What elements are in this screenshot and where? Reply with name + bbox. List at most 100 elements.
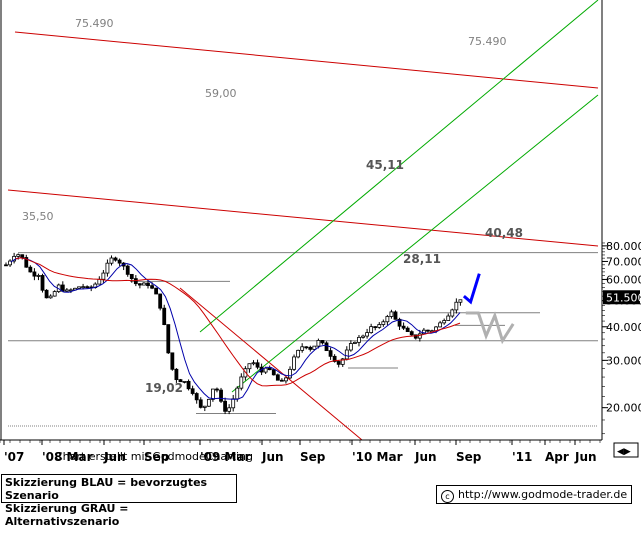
candle-body bbox=[247, 363, 252, 370]
legend-blue-scenario: Skizzierung BLAU = bevorzugtes Szenario bbox=[5, 476, 208, 502]
candle-body bbox=[8, 260, 12, 266]
candle-body bbox=[146, 282, 150, 287]
chart-credit: Chart erstellt mit GodmodeCharting bbox=[55, 450, 253, 463]
scenario-legend: Skizzierung BLAU = bevorzugtes Szenario … bbox=[1, 474, 237, 528]
candle-body bbox=[211, 388, 215, 400]
candle-body bbox=[344, 349, 349, 360]
candle-body bbox=[170, 352, 175, 370]
candle-body bbox=[279, 379, 284, 382]
x-tick-label: '08 Mar bbox=[42, 450, 93, 464]
candle-body bbox=[52, 291, 57, 297]
y-tick-label: 30.000 bbox=[606, 354, 641, 367]
uptrend-channel-upper bbox=[199, 0, 599, 333]
x-tick-label: Jun bbox=[414, 450, 437, 464]
candle-body bbox=[263, 367, 268, 373]
downtrend-line-lower bbox=[7, 189, 599, 247]
x-tick-label: Jun bbox=[103, 450, 126, 464]
annotation-label: 19,02 bbox=[145, 381, 183, 395]
candle-body bbox=[142, 282, 146, 286]
annotation-label: 45,11 bbox=[366, 158, 404, 172]
candle-body bbox=[292, 356, 296, 370]
candle-body bbox=[215, 388, 219, 391]
candle-body bbox=[219, 389, 223, 402]
candle-body bbox=[324, 342, 329, 352]
candle-body bbox=[101, 272, 106, 280]
candle-body bbox=[357, 336, 361, 343]
candle-body bbox=[255, 362, 260, 368]
candle-body bbox=[24, 257, 29, 268]
website-link[interactable]: c http://www.godmode-trader.de bbox=[436, 485, 632, 504]
candle-body bbox=[316, 340, 321, 347]
candle-body bbox=[284, 377, 288, 382]
y-tick-label: 80.000 bbox=[606, 240, 641, 253]
candle-body bbox=[202, 405, 207, 408]
candle-body bbox=[442, 320, 447, 324]
x-tick-label: Apr bbox=[545, 450, 569, 464]
candle-body bbox=[454, 301, 459, 311]
candle-body bbox=[320, 340, 325, 344]
candle-body bbox=[361, 335, 365, 338]
y-tick-label: 60.000 bbox=[606, 273, 641, 286]
candle-body bbox=[365, 332, 369, 337]
candle-body bbox=[275, 374, 280, 381]
candle-body bbox=[328, 350, 333, 357]
price-candles bbox=[4, 252, 463, 415]
x-tick-label: '11 bbox=[512, 450, 532, 464]
candle-body bbox=[77, 286, 81, 289]
y-tick-label: 70.000 bbox=[606, 255, 641, 268]
candle-body bbox=[150, 285, 154, 289]
candle-body bbox=[85, 286, 90, 289]
candle-body bbox=[393, 311, 398, 320]
candle-body bbox=[166, 324, 171, 354]
moving-average-short-line bbox=[10, 257, 461, 400]
annotation-label: 35,50 bbox=[22, 210, 54, 223]
candle-body bbox=[174, 368, 179, 381]
candle-body bbox=[36, 275, 41, 277]
candle-body bbox=[267, 367, 272, 371]
candle-body bbox=[397, 318, 402, 327]
candle-body bbox=[186, 380, 191, 390]
chart-background bbox=[0, 0, 641, 470]
x-tick-label: Sep bbox=[300, 450, 326, 464]
annotation-label: 75.490 bbox=[468, 35, 507, 48]
candle-body bbox=[312, 345, 317, 350]
x-tick-label: Sep bbox=[456, 450, 482, 464]
candle-body bbox=[296, 349, 301, 358]
candle-body bbox=[231, 398, 236, 409]
candle-body bbox=[20, 254, 25, 258]
candle-body bbox=[288, 368, 292, 379]
candle-body bbox=[133, 278, 138, 285]
candle-body bbox=[154, 287, 159, 295]
candle-body bbox=[377, 324, 382, 328]
candle-body bbox=[251, 362, 256, 365]
candle-body bbox=[308, 346, 313, 350]
candle-body bbox=[158, 293, 163, 309]
annotation-label: 75.490 bbox=[75, 17, 114, 30]
candle-body bbox=[125, 265, 130, 275]
x-tick-label: '09 Mar bbox=[200, 450, 251, 464]
scroll-arrows-icon[interactable]: ◀▶ bbox=[617, 447, 631, 457]
legend-gray-scenario: Skizzierung GRAU = Alternativszenario bbox=[5, 502, 129, 528]
y-tick-label: 40.000 bbox=[606, 321, 641, 334]
candle-body bbox=[198, 399, 203, 408]
candle-body bbox=[182, 380, 187, 383]
website-url: http://www.godmode-trader.de bbox=[458, 488, 628, 501]
x-tick-label: Sep bbox=[144, 450, 170, 464]
candle-body bbox=[426, 329, 430, 332]
candle-body bbox=[385, 316, 390, 323]
candle-body bbox=[332, 355, 337, 362]
candle-body bbox=[162, 307, 167, 325]
candle-body bbox=[109, 257, 114, 264]
y-tick-label: 20.000 bbox=[606, 402, 641, 415]
annotation-layer: 75.490 75.490 59,00 35,50 45,11 40,48 28,11 19,… bbox=[22, 17, 523, 395]
stock-chart: 75.490 75.490 59,00 35,50 45,11 40,48 28,11 19,… bbox=[0, 0, 641, 470]
annotation-label: 40,48 bbox=[485, 226, 523, 240]
candle-body bbox=[105, 262, 110, 274]
x-tick-label: Jun bbox=[261, 450, 284, 464]
scroll-nav-box[interactable] bbox=[613, 442, 639, 458]
candle-body bbox=[450, 309, 455, 317]
candle-body bbox=[271, 369, 276, 376]
candle-body bbox=[438, 322, 443, 328]
candle-body bbox=[348, 343, 353, 351]
candle-body bbox=[340, 358, 345, 365]
